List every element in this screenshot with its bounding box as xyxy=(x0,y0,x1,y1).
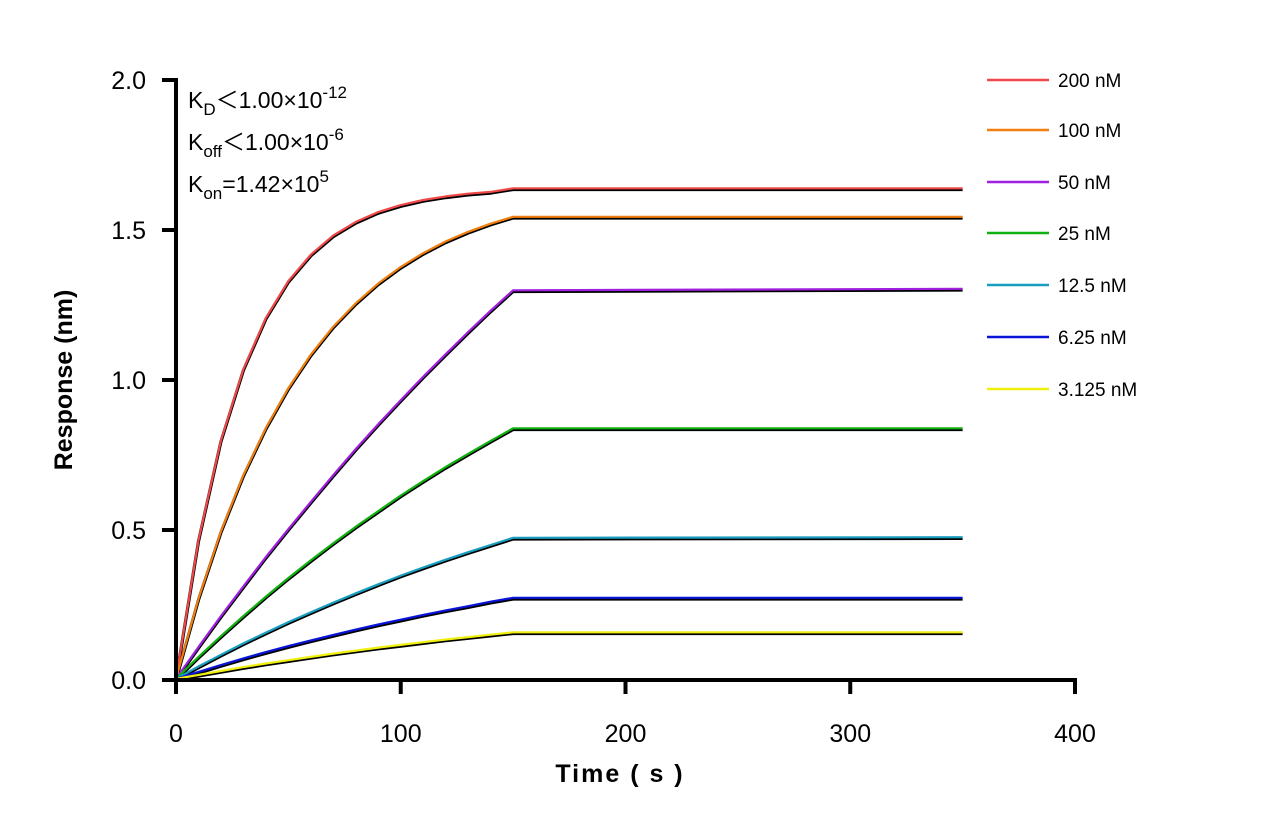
exponent: -12 xyxy=(322,83,347,102)
x-tick-label: 400 xyxy=(1054,720,1096,748)
legend: 200 nM 100 nM 50 nM 25 nM 12.5 nM 6.25 nM 3.12… xyxy=(987,71,1137,401)
exponent: 5 xyxy=(319,167,328,186)
x-tick-label: 300 xyxy=(829,720,871,748)
y-tick-label: 2.0 xyxy=(111,67,146,95)
series-line-6 xyxy=(175,631,963,680)
constant-value: ＜1.00×10 xyxy=(216,87,323,113)
kinetics-annotation-line: Koff＜1.00×10-6 xyxy=(188,125,344,161)
legend-label: 200 nM xyxy=(1058,71,1121,92)
legend-item: 25 nM xyxy=(987,224,1111,245)
axes: 0.0 0.5 1.0 1.5 2.0 0 100 200 300 400 xyxy=(111,67,1096,748)
legend-item: 6.25 nM xyxy=(987,328,1127,349)
data-curves xyxy=(174,187,963,680)
legend-item: 200 nM xyxy=(987,71,1121,92)
constant-symbol: K xyxy=(188,171,204,197)
fit-curve-1 xyxy=(174,216,963,681)
constant-value: ＜1.00×10 xyxy=(222,129,329,155)
series-line-0 xyxy=(174,187,963,679)
legend-label: 3.125 nM xyxy=(1058,380,1137,401)
fit-curves xyxy=(174,187,963,682)
fit-curve-3 xyxy=(174,427,963,682)
legend-label: 100 nM xyxy=(1058,121,1121,142)
constant-subscript: on xyxy=(203,184,222,203)
legend-label: 25 nM xyxy=(1058,224,1111,245)
kinetics-annotation-line: Kon=1.42×105 xyxy=(188,167,329,203)
legend-item: 50 nM xyxy=(987,173,1111,194)
series-line-4 xyxy=(175,536,963,680)
y-tick-label: 0.5 xyxy=(111,517,146,545)
exponent: -6 xyxy=(329,125,344,144)
legend-label: 50 nM xyxy=(1058,173,1111,194)
series-line-5 xyxy=(175,596,963,680)
constant-symbol: K xyxy=(188,87,204,113)
fit-curve-5 xyxy=(175,597,963,682)
constant-value: =1.42×10 xyxy=(222,171,319,197)
series-line-1 xyxy=(174,215,963,680)
constant-subscript: D xyxy=(203,100,215,119)
legend-label: 12.5 nM xyxy=(1058,276,1127,297)
legend-item: 12.5 nM xyxy=(987,276,1127,297)
y-axis-title: Response (nm) xyxy=(50,290,78,471)
kinetics-annotation-line: KD＜1.00×10-12 xyxy=(188,83,347,119)
constant-subscript: off xyxy=(203,142,222,161)
y-tick-label: 0.0 xyxy=(111,667,146,695)
y-tick-label: 1.0 xyxy=(111,367,146,395)
fit-curve-6 xyxy=(175,631,963,682)
legend-item: 3.125 nM xyxy=(987,380,1137,401)
series-line-2 xyxy=(175,287,963,680)
legend-label: 6.25 nM xyxy=(1058,328,1127,349)
fit-curve-0 xyxy=(174,187,963,681)
x-tick-label: 100 xyxy=(380,720,422,748)
x-axis-title: Time ( s ) xyxy=(555,760,684,788)
y-tick-label: 1.5 xyxy=(111,217,146,245)
legend-item: 100 nM xyxy=(987,121,1121,142)
constant-symbol: K xyxy=(188,129,204,155)
series-line-3 xyxy=(175,427,963,680)
x-tick-label: 200 xyxy=(605,720,647,748)
x-tick-label: 0 xyxy=(169,720,183,748)
